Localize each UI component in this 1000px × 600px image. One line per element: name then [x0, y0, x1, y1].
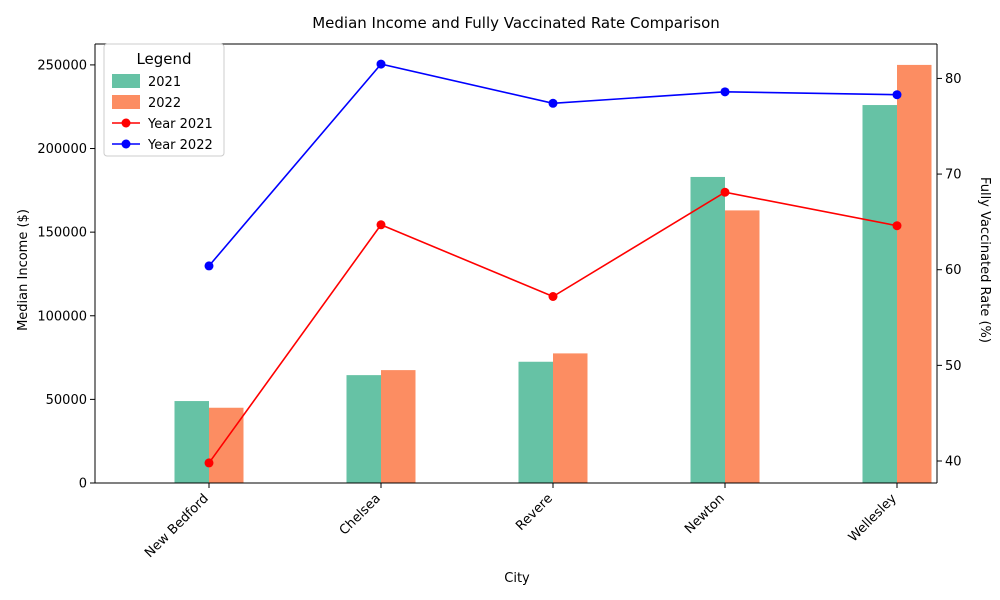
x-tick-label-revere: Revere	[513, 491, 556, 534]
point-year-2022-wellesley	[892, 90, 902, 100]
legend-label-year-2022: Year 2022	[147, 138, 213, 153]
y-tick-label: 200000	[37, 142, 87, 157]
y-tick-label: 50000	[46, 393, 87, 408]
legend-swatch-2021	[112, 74, 140, 88]
y-tick-label: 250000	[37, 58, 87, 73]
legend: Legend 2021 2022 Year 2021 Year 2022	[103, 43, 225, 157]
point-year-2022-newton	[720, 87, 730, 97]
y2-tick-label: 40	[945, 455, 962, 470]
legend-label-year-2021: Year 2021	[147, 117, 213, 132]
bar-2022-wellesley	[897, 64, 932, 484]
bar-2022-new-bedford	[209, 407, 244, 483]
x-tick-label-newton: Newton	[682, 491, 728, 537]
legend-marker-year-2021	[121, 118, 131, 128]
legend-swatch-2022	[112, 95, 140, 109]
bar-2021-new-bedford	[174, 401, 209, 483]
x-axis-title: City	[504, 571, 530, 586]
point-year-2022-chelsea	[376, 59, 386, 69]
y-tick-label: 0	[79, 477, 87, 492]
point-year-2022-revere	[548, 98, 558, 108]
x-tick-label-wellesley: Wellesley	[846, 491, 900, 545]
point-year-2021-chelsea	[376, 220, 386, 230]
x-tick-label-chelsea: Chelsea	[337, 491, 384, 538]
bar-2021-chelsea	[346, 375, 381, 483]
legend-label-2022: 2022	[148, 96, 181, 111]
y-tick-label: 100000	[37, 309, 87, 324]
bar-2022-revere	[553, 353, 588, 483]
chart-title: Median Income and Fully Vaccinated Rate …	[312, 14, 720, 32]
y2-tick-label: 60	[945, 263, 962, 278]
point-year-2022-new-bedford	[204, 261, 214, 271]
bar-2021-revere	[518, 361, 553, 483]
legend-frame	[103, 43, 225, 157]
legend-label-2021: 2021	[148, 75, 181, 90]
point-year-2021-new-bedford	[204, 458, 214, 468]
point-year-2021-newton	[720, 187, 730, 197]
bar-2021-newton	[690, 176, 725, 483]
y2-tick-label: 80	[945, 72, 962, 87]
x-tick-label-new-bedford: New Bedford	[142, 491, 212, 561]
point-year-2021-revere	[548, 291, 558, 301]
y2-tick-label: 70	[945, 168, 962, 183]
y2-axis-title: Fully Vaccinated Rate (%)	[977, 177, 992, 343]
y-axis-title: Median Income ($)	[16, 209, 31, 331]
legend-marker-year-2022	[121, 139, 131, 149]
legend-title: Legend	[136, 50, 191, 68]
bar-2021-wellesley	[862, 105, 897, 484]
y-tick-label: 150000	[37, 226, 87, 241]
bar-2022-chelsea	[381, 370, 416, 483]
y2-tick-label: 50	[945, 359, 962, 374]
point-year-2021-wellesley	[892, 221, 902, 231]
bar-2022-newton	[725, 210, 760, 483]
line-year-2022	[208, 63, 898, 267]
